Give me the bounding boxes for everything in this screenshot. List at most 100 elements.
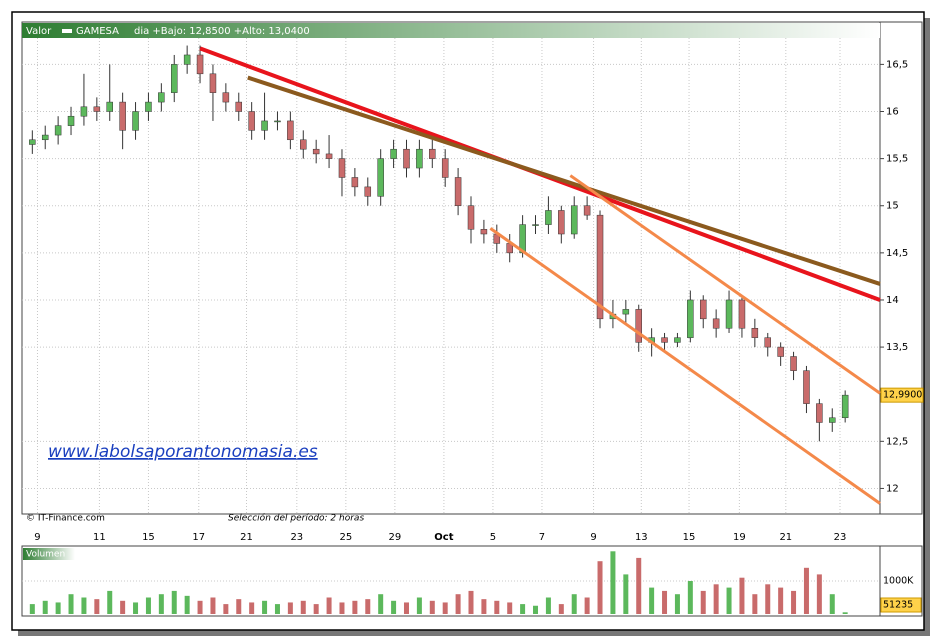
- volume-bar: [623, 574, 629, 614]
- candle-body: [480, 229, 488, 235]
- candle-body: [351, 177, 359, 188]
- volume-bar: [597, 561, 603, 614]
- x-tick-label: 7: [539, 532, 545, 543]
- volume-bar: [842, 612, 848, 614]
- x-tick-label: 25: [339, 532, 352, 543]
- candle-body: [287, 120, 294, 141]
- y-tick-label: 14,5: [886, 248, 908, 259]
- candle-body: [635, 309, 642, 343]
- volume-bar: [68, 594, 74, 614]
- source: © IT-Finance.com: [26, 514, 105, 524]
- candle-body: [622, 309, 630, 315]
- candle-body: [132, 111, 139, 131]
- candle-body: [403, 148, 410, 169]
- last-volume-box: [880, 597, 922, 613]
- candle-body: [158, 92, 165, 103]
- price-panel: [21, 21, 923, 515]
- last-price-box: [880, 387, 924, 403]
- watermark-link[interactable]: www.labolsaporantonomasia.es: [48, 442, 318, 462]
- x-tick-label: 29: [389, 532, 402, 543]
- volume-bar: [739, 577, 745, 614]
- candle-body: [570, 205, 578, 235]
- candle-body: [803, 370, 810, 404]
- volume-bar: [300, 600, 306, 614]
- volume-bar: [713, 584, 719, 614]
- candle-body: [145, 101, 152, 112]
- volume-bar: [494, 600, 500, 614]
- y-tick-label: 15,5: [886, 154, 908, 165]
- candle-body: [235, 101, 243, 112]
- candle-body: [841, 394, 849, 419]
- period-note: Selección del período: 2 horas: [228, 513, 364, 524]
- volume-bar: [571, 594, 577, 614]
- candle-body: [119, 101, 126, 131]
- volume-bar: [210, 597, 216, 614]
- candle-body: [738, 299, 746, 329]
- volume-bar: [520, 604, 526, 614]
- volume-bar: [403, 602, 409, 614]
- volume-bar: [558, 604, 564, 614]
- volume-title: Volumen: [26, 550, 65, 560]
- candle-body: [80, 106, 88, 117]
- volume-bar: [533, 605, 539, 614]
- x-tick-label: 15: [142, 532, 155, 543]
- last-volume-label: 51235: [883, 600, 913, 611]
- candle-body: [67, 115, 75, 126]
- volume-bar: [274, 604, 280, 614]
- volume-bar: [55, 602, 61, 614]
- volume-bar: [158, 594, 164, 614]
- x-tick-label: 21: [240, 532, 253, 543]
- candle-body: [674, 337, 681, 343]
- volume-bar: [481, 599, 487, 614]
- volume-bar: [791, 590, 797, 614]
- volume-bar: [816, 574, 822, 614]
- candle-body: [183, 54, 191, 65]
- candle-body: [725, 299, 733, 329]
- y-tick-label: 14: [886, 295, 899, 306]
- header-label: Valor: [26, 26, 52, 37]
- volume-bar: [545, 597, 551, 614]
- volume-bar: [752, 594, 758, 614]
- volume-bar: [145, 597, 151, 614]
- candle-body: [29, 139, 36, 145]
- volume-bar: [313, 604, 319, 614]
- volume-bar: [249, 602, 255, 614]
- volume-bar: [223, 604, 229, 614]
- volume-bar: [649, 587, 655, 614]
- candle-body: [790, 356, 797, 371]
- candle-body: [93, 106, 101, 112]
- candle-body: [170, 64, 178, 93]
- x-tick-label: 9: [590, 532, 596, 543]
- candle-body: [325, 153, 333, 159]
- volume-bar: [584, 597, 590, 614]
- volume-bar: [662, 590, 668, 614]
- volume-bar: [674, 594, 680, 614]
- volume-bar: [378, 594, 384, 614]
- volume-header: [23, 548, 75, 560]
- candle-body: [429, 148, 436, 159]
- header-symbol: GAMESA: [76, 26, 119, 37]
- volume-bar: [120, 600, 126, 614]
- candle-body: [545, 210, 552, 225]
- volume-bar: [429, 600, 435, 614]
- candle-body: [364, 186, 372, 197]
- candle-body: [312, 148, 320, 155]
- volume-bar: [365, 599, 371, 614]
- volume-bar: [287, 602, 293, 614]
- volume-bar: [416, 597, 422, 614]
- volume-bar: [94, 599, 100, 614]
- y-tick-label: 15: [886, 201, 899, 212]
- candle-body: [777, 346, 784, 357]
- candle-body: [54, 125, 62, 136]
- header-bar: [22, 23, 880, 38]
- candle-body: [390, 148, 397, 159]
- candle-body: [248, 111, 255, 131]
- candle-body: [532, 224, 539, 226]
- volume-bar: [829, 594, 835, 614]
- volume-bar: [700, 590, 706, 614]
- x-tick-label: 5: [490, 532, 496, 543]
- volume-bar: [339, 602, 345, 614]
- x-tick-label: Oct: [434, 532, 453, 543]
- candle-body: [583, 205, 591, 216]
